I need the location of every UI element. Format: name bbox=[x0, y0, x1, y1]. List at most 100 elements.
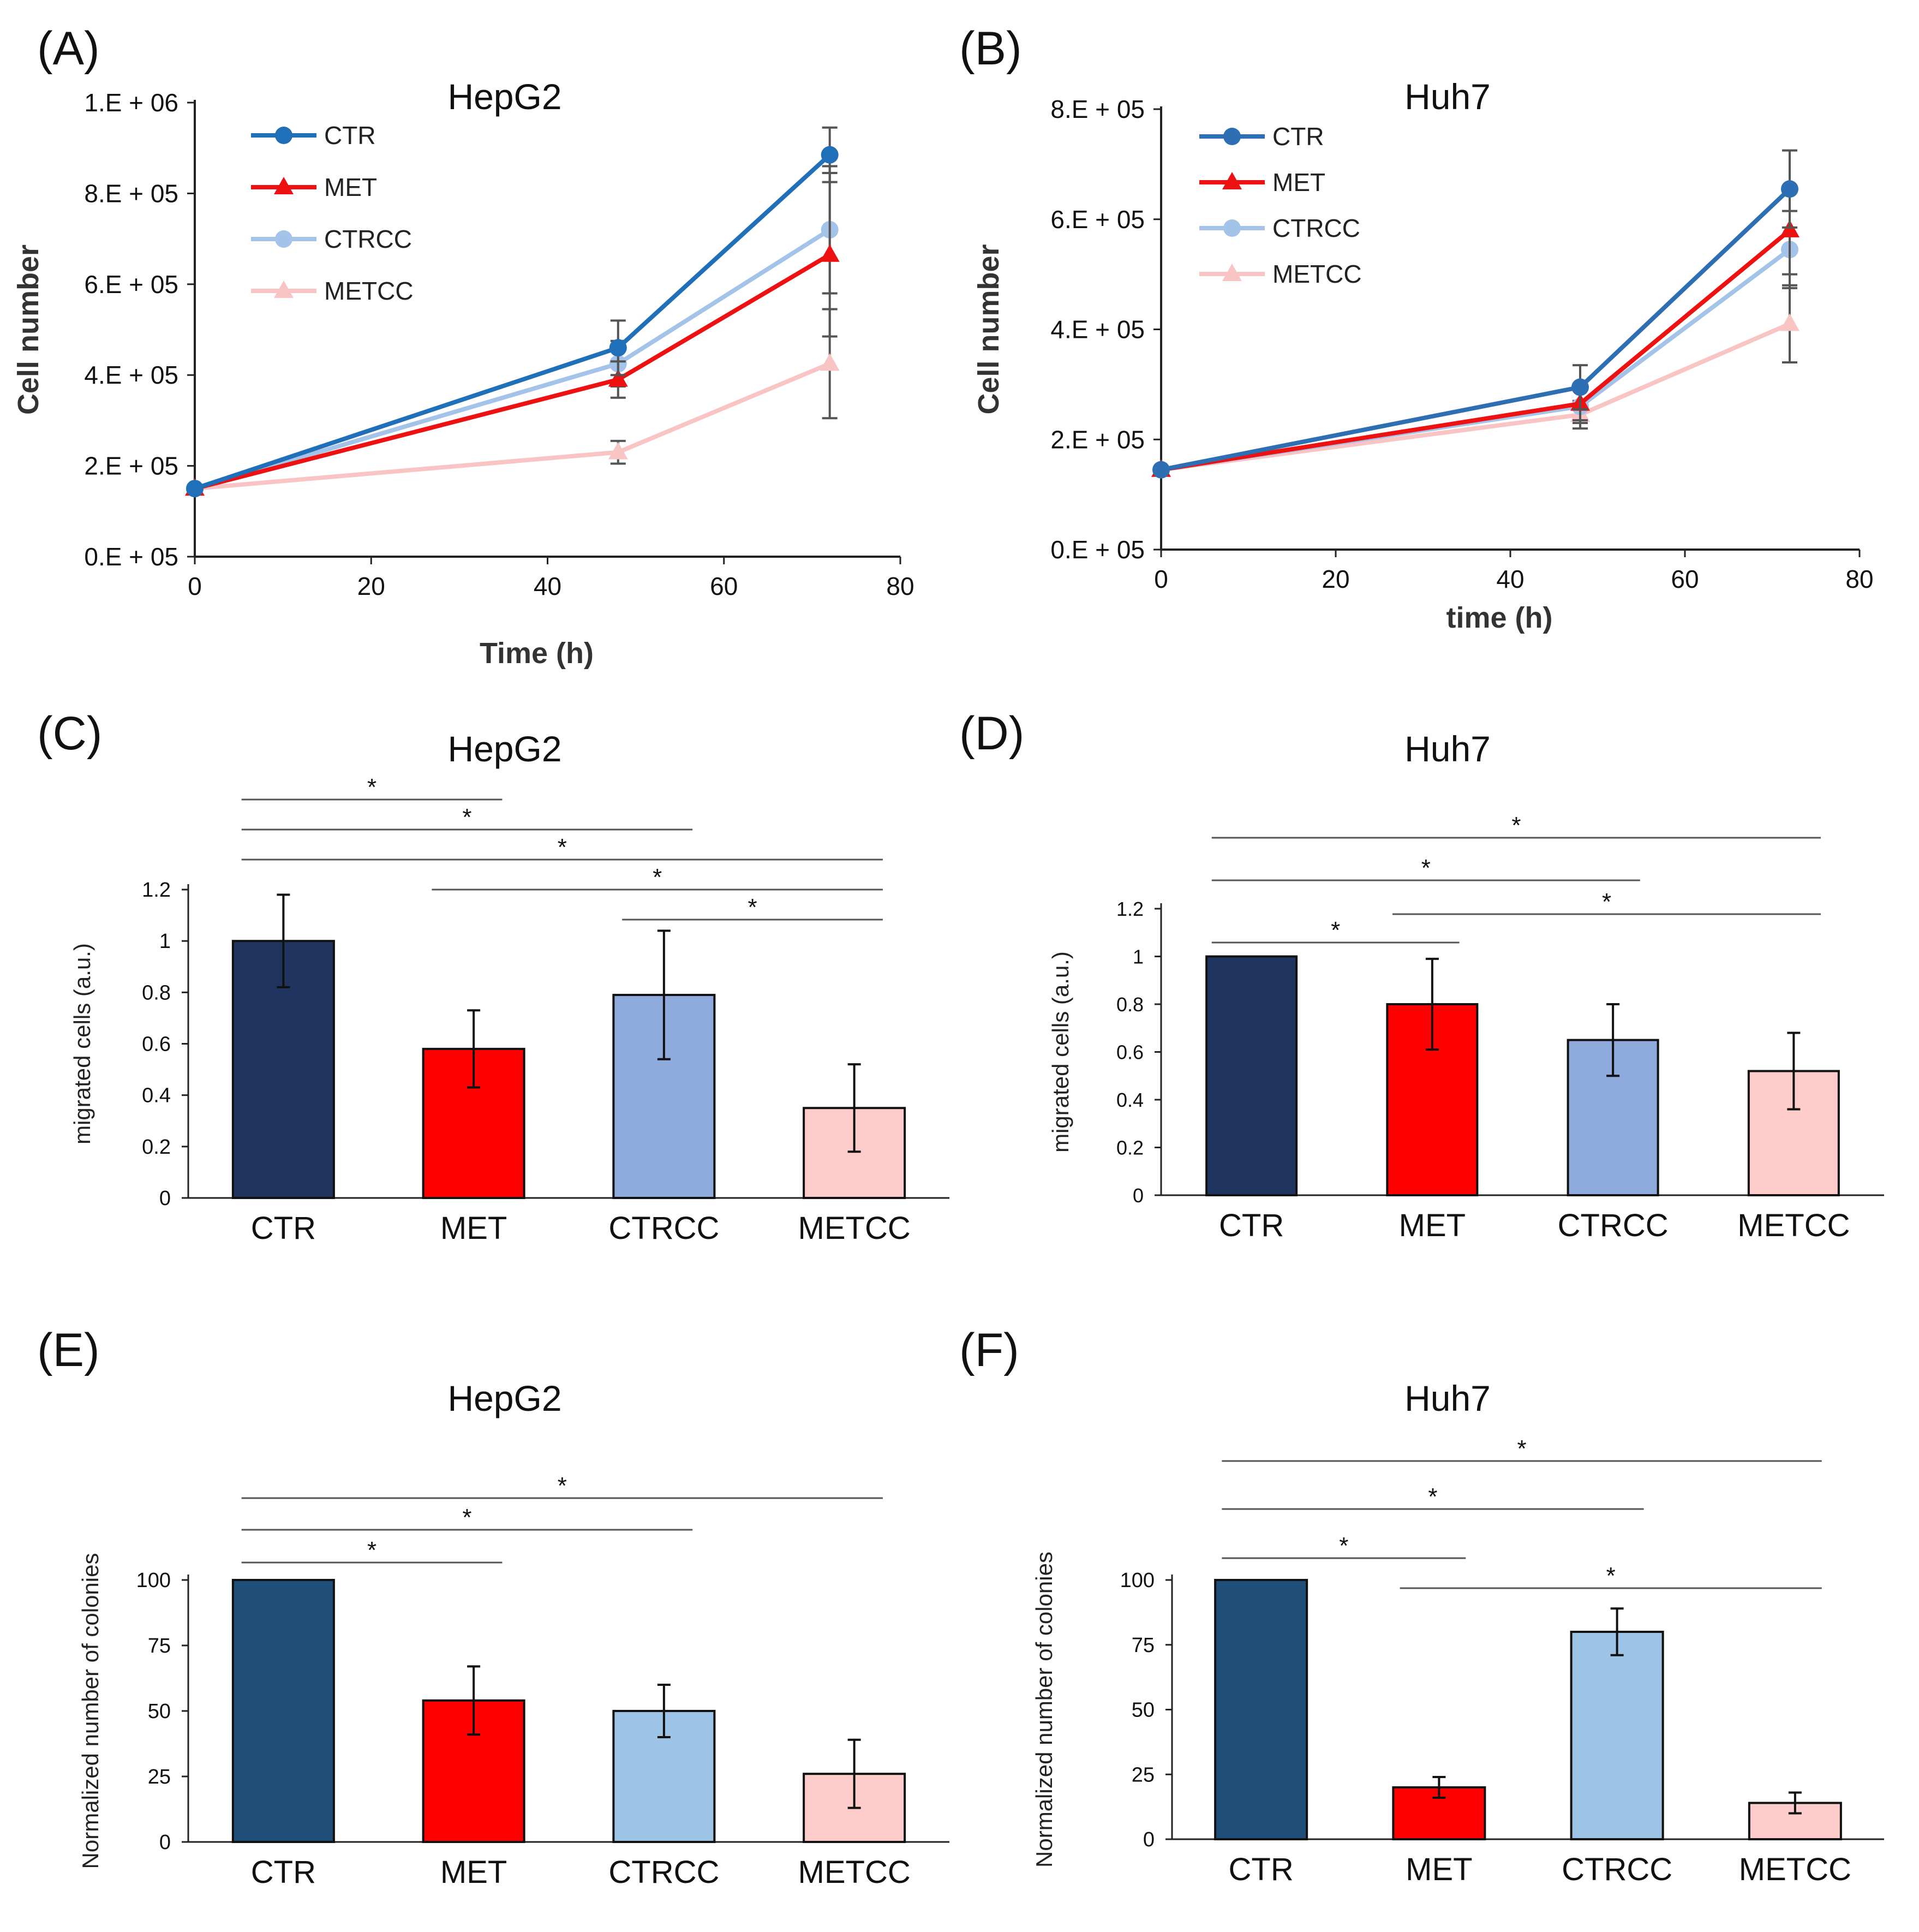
chart-b: 0.E + 05 2.E + 05 4.E + 05 6.E + 05 8.E + 05… bbox=[972, 76, 1874, 634]
y-tick-label: 0.4 bbox=[142, 1084, 171, 1107]
legend-marker bbox=[1222, 264, 1242, 281]
significance-star: * bbox=[1606, 1563, 1616, 1589]
legend-marker bbox=[1222, 172, 1242, 189]
y-tick-label: 50 bbox=[148, 1700, 171, 1723]
chart-c: 0 0.2 0.4 0.6 0.8 1 1.2 HepG2 migrated cells (a.… bbox=[69, 729, 949, 1246]
x-tick-label: 40 bbox=[534, 572, 561, 600]
significance-star: * bbox=[653, 864, 662, 891]
legend-marker bbox=[274, 281, 294, 298]
category-label: METCC bbox=[1737, 1208, 1850, 1243]
y-tick-label: 0 bbox=[1143, 1828, 1155, 1851]
y-tick-label: 8.E + 05 bbox=[1050, 95, 1145, 123]
series-line-ctrcc bbox=[194, 228, 831, 491]
bar-ctrcc bbox=[1570, 1631, 1664, 1840]
y-tick-label: 75 bbox=[148, 1635, 171, 1657]
legend-marker bbox=[1223, 219, 1241, 237]
category-label: CTR bbox=[1229, 1852, 1294, 1887]
y-tick-label: 25 bbox=[148, 1766, 171, 1788]
y-tick-label: 0.8 bbox=[142, 981, 171, 1004]
significance-star: * bbox=[1428, 1483, 1437, 1510]
x-tick-label: 0 bbox=[1154, 565, 1168, 593]
y-tick-label: 0.E + 05 bbox=[84, 542, 178, 571]
panel-e: (E) 0 25 50 75 100 HepG2 Normalized number of … bbox=[0, 1302, 959, 1929]
data-point bbox=[820, 353, 840, 371]
y-axis-label: Cell number bbox=[972, 244, 1005, 414]
series-line-ctr bbox=[194, 153, 832, 491]
panel-d-label: (D) bbox=[959, 707, 1025, 760]
significance-star: * bbox=[367, 1537, 376, 1564]
category-label: CTRCC bbox=[1558, 1208, 1669, 1243]
significance-star: * bbox=[1339, 1533, 1348, 1559]
chart-f: 0 25 50 75 100 Huh7 Normalized number of colon… bbox=[1031, 1378, 1884, 1887]
panel-b-label: (B) bbox=[959, 22, 1022, 75]
chart-d: 0 0.2 0.4 0.6 0.8 1 1.2 Huh7 migrated cells (a.u… bbox=[1048, 729, 1884, 1243]
y-tick-label: 0.2 bbox=[1116, 1137, 1144, 1159]
panel-f-label: (F) bbox=[959, 1324, 1019, 1376]
chart-e: 0 25 50 75 100 HepG2 Normalized number of colo… bbox=[77, 1378, 949, 1890]
legend-marker bbox=[275, 230, 292, 248]
significance-star: * bbox=[1421, 855, 1431, 881]
panel-e-label: (E) bbox=[37, 1324, 100, 1376]
significance-star: * bbox=[462, 804, 471, 831]
y-tick-label: 1.2 bbox=[142, 879, 171, 902]
y-tick-label: 6.E + 05 bbox=[84, 270, 178, 299]
category-label: METCC bbox=[798, 1855, 911, 1890]
category-label: MET bbox=[1399, 1208, 1466, 1243]
legend-marker bbox=[274, 177, 294, 194]
significance-star: * bbox=[462, 1504, 471, 1531]
data-point bbox=[1571, 378, 1589, 396]
legend-label-ctr: CTR bbox=[324, 121, 376, 150]
series-line-metcc bbox=[1161, 321, 1791, 472]
series-line-ctrcc bbox=[1161, 248, 1791, 472]
category-label: MET bbox=[440, 1211, 507, 1246]
chart-title: HepG2 bbox=[447, 76, 561, 117]
y-tick-label: 0.2 bbox=[142, 1136, 171, 1159]
y-tick-label: 100 bbox=[1120, 1569, 1155, 1592]
category-label: METCC bbox=[798, 1211, 911, 1246]
y-tick-label: 50 bbox=[1132, 1699, 1155, 1722]
data-point bbox=[608, 369, 628, 387]
x-tick-label: 60 bbox=[710, 572, 738, 600]
y-tick-label: 0 bbox=[159, 1831, 171, 1854]
y-tick-label: 0.4 bbox=[1116, 1089, 1144, 1111]
chart-title: Huh7 bbox=[1404, 1378, 1491, 1418]
significance-star: * bbox=[1511, 812, 1521, 839]
y-axis-label: Normalized number of colonies bbox=[1031, 1552, 1057, 1868]
chart-a: 0.E + 05 2.E + 05 4.E + 05 6.E + 05 8.E + 05… bbox=[12, 76, 914, 670]
legend-label-metcc: METCC bbox=[1272, 260, 1362, 288]
legend-label-metcc: METCC bbox=[324, 277, 414, 305]
y-tick-label: 0 bbox=[1133, 1184, 1144, 1207]
y-tick-label: 100 bbox=[136, 1569, 171, 1592]
y-tick-label: 1.E + 06 bbox=[84, 88, 178, 117]
x-tick-label: 60 bbox=[1671, 565, 1699, 593]
bar-ctr bbox=[231, 1579, 335, 1843]
panel-c-label: (C) bbox=[37, 707, 103, 760]
y-tick-label: 1 bbox=[1133, 946, 1144, 968]
data-point bbox=[608, 442, 628, 460]
legend-label-ctrcc: CTRCC bbox=[324, 225, 412, 253]
significance-star: * bbox=[1602, 889, 1611, 915]
x-tick-label: 40 bbox=[1496, 565, 1524, 593]
x-tick-label: 80 bbox=[886, 572, 914, 600]
significance-star: * bbox=[558, 834, 567, 861]
x-tick-label: 80 bbox=[1845, 565, 1873, 593]
bar-ctr bbox=[1205, 955, 1298, 1196]
data-point bbox=[820, 244, 840, 262]
data-point bbox=[186, 480, 204, 498]
y-tick-label: 2.E + 05 bbox=[1050, 425, 1145, 454]
y-tick-label: 25 bbox=[1132, 1763, 1155, 1786]
x-axis-label: Time (h) bbox=[480, 637, 594, 670]
y-axis-label: migrated cells (a.u.) bbox=[69, 943, 95, 1144]
y-tick-label: 1 bbox=[159, 930, 171, 953]
category-label: CTRCC bbox=[1562, 1852, 1672, 1887]
category-label: MET bbox=[1406, 1852, 1472, 1887]
legend-label-met: MET bbox=[1272, 168, 1325, 196]
panel-a: (A) 0.E + 05 2.E + 05 4.E + 05 6.E + 05 8.E … bbox=[0, 0, 959, 679]
series-line-met bbox=[1161, 228, 1791, 472]
x-tick-label: 20 bbox=[357, 572, 385, 600]
x-tick-label: 0 bbox=[188, 572, 202, 600]
x-axis-label: time (h) bbox=[1446, 601, 1553, 634]
category-label: MET bbox=[440, 1855, 507, 1890]
legend-label-met: MET bbox=[324, 173, 377, 201]
data-point bbox=[1780, 313, 1800, 331]
